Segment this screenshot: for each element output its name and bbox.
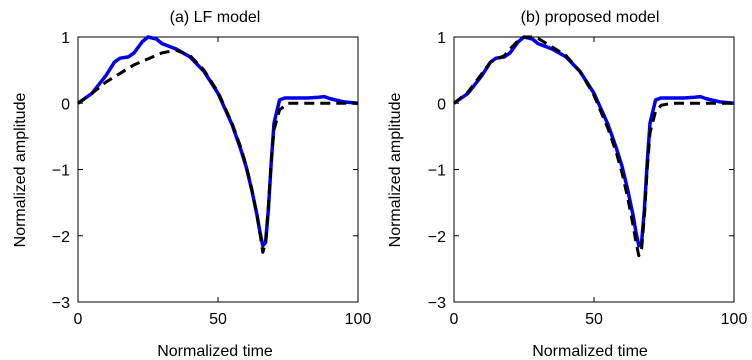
y-tick-label: −1	[52, 163, 70, 180]
series-group	[452, 35, 735, 258]
plot-frame	[453, 36, 735, 303]
x-tick-label: 100	[345, 311, 372, 328]
panel-title: (b) proposed model	[521, 9, 660, 26]
y-tick-label: 1	[437, 30, 446, 47]
panel-title: (a) LF model	[170, 9, 261, 26]
y-tick-label: −1	[428, 163, 446, 180]
plot-frame	[77, 36, 359, 303]
x-tick-label: 50	[585, 311, 603, 328]
series-line-dashed	[77, 48, 358, 254]
series-group	[76, 35, 359, 254]
y-tick-label: −2	[52, 229, 70, 246]
y-axis-label: Normalized amplitude	[12, 93, 29, 248]
ticks-group: 0 50 100 −3 −2 −1 0 1	[428, 30, 748, 328]
x-tick-label: 0	[74, 311, 83, 328]
ticks-group: 0 50 100 −3 −2 −1 0 1	[52, 30, 372, 328]
x-tick-label: 0	[450, 311, 459, 328]
series-line-dashed	[453, 35, 734, 258]
y-axis-label: Normalized amplitude	[387, 93, 404, 248]
x-axis-label: Normalized time	[157, 343, 273, 360]
panel-lf-model: (a) LF model Normalized time Normalized …	[12, 9, 371, 360]
x-axis-label: Normalized time	[532, 343, 648, 360]
y-tick-label: 0	[61, 96, 70, 113]
x-tick-label: 100	[721, 311, 748, 328]
y-tick-label: 0	[437, 96, 446, 113]
series-line-solid	[452, 35, 735, 248]
y-tick-label: 1	[61, 30, 70, 47]
series-line-solid	[76, 35, 359, 248]
y-tick-label: −3	[52, 295, 70, 312]
panel-proposed-model: (b) proposed model Normalized time Norma…	[387, 9, 747, 360]
x-tick-label: 50	[209, 311, 227, 328]
y-tick-label: −2	[428, 229, 446, 246]
y-tick-label: −3	[428, 295, 446, 312]
